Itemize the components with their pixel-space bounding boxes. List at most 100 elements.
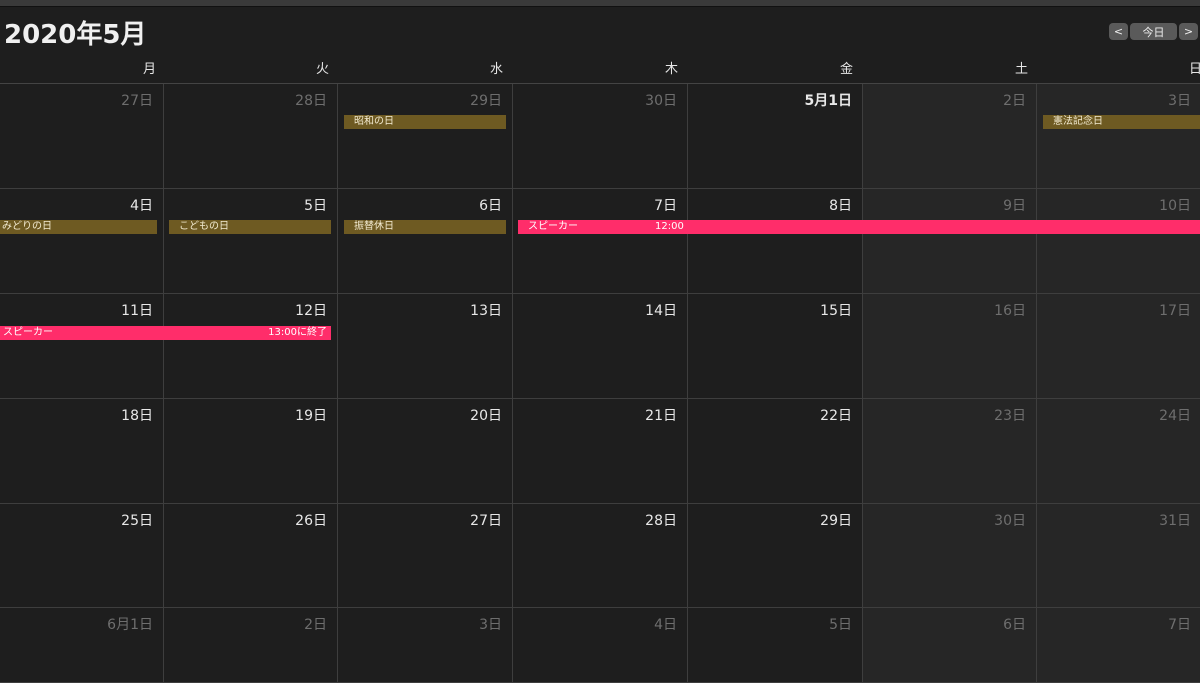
day-cell[interactable]: 5日 — [163, 189, 337, 294]
day-number: 7日 — [654, 198, 677, 214]
day-cell[interactable]: 31日 — [1036, 504, 1200, 608]
day-cell[interactable]: 6日 — [862, 608, 1036, 683]
day-cell[interactable]: 21日 — [512, 399, 687, 504]
day-number: 4日 — [654, 617, 677, 633]
event-speaker-2-time: 13:00に終了 — [268, 327, 327, 338]
weekday-fri: 金 — [840, 62, 854, 77]
day-number: 3日 — [479, 617, 502, 633]
day-cell[interactable]: 13日 — [337, 294, 512, 399]
day-number: 4日 — [130, 198, 153, 214]
day-cell[interactable]: 6月1日 — [0, 608, 163, 683]
day-number: 30日 — [994, 513, 1026, 529]
day-number: 12日 — [295, 303, 327, 319]
day-cell[interactable]: 22日 — [687, 399, 862, 504]
day-cell[interactable]: 4日 — [512, 608, 687, 683]
day-cell[interactable]: 28日 — [163, 84, 337, 189]
day-number: 2日 — [1003, 93, 1026, 109]
day-cell[interactable]: 24日 — [1036, 399, 1200, 504]
next-month-button[interactable]: > — [1179, 23, 1198, 40]
day-cell[interactable]: 28日 — [512, 504, 687, 608]
weekday-divider — [0, 83, 1200, 84]
day-number: 11日 — [121, 303, 153, 319]
day-number: 7日 — [1168, 617, 1191, 633]
day-cell[interactable]: 25日 — [0, 504, 163, 608]
weekday-wed: 水 — [490, 62, 504, 77]
day-number: 3日 — [1168, 93, 1191, 109]
day-number: 27日 — [121, 93, 153, 109]
day-number: 27日 — [470, 513, 502, 529]
day-number: 6日 — [1003, 617, 1026, 633]
day-number: 16日 — [994, 303, 1026, 319]
day-cell[interactable]: 16日 — [862, 294, 1036, 399]
weekday-thu: 木 — [665, 62, 679, 77]
day-cell[interactable]: 29日 — [337, 84, 512, 189]
event-speaker-1[interactable]: スピーカー 12:00 — [518, 220, 1200, 234]
day-cell[interactable]: 26日 — [163, 504, 337, 608]
day-cell[interactable]: 2日 — [163, 608, 337, 683]
previous-month-button[interactable]: < — [1109, 23, 1128, 40]
day-cell[interactable]: 12日 — [163, 294, 337, 399]
day-number: 21日 — [645, 408, 677, 424]
day-number: 25日 — [121, 513, 153, 529]
day-cell[interactable]: 3日 — [337, 608, 512, 683]
day-cell[interactable]: 11日 — [0, 294, 163, 399]
day-number: 28日 — [645, 513, 677, 529]
day-cell[interactable]: 9日 — [862, 189, 1036, 294]
day-number: 6日 — [479, 198, 502, 214]
day-cell[interactable]: 29日 — [687, 504, 862, 608]
day-cell[interactable]: 27日 — [0, 84, 163, 189]
day-number: 13日 — [470, 303, 502, 319]
day-number: 24日 — [1159, 408, 1191, 424]
day-cell[interactable]: 30日 — [512, 84, 687, 189]
weekday-mon: 月 — [143, 62, 157, 77]
day-cell[interactable]: 7日 — [1036, 608, 1200, 683]
day-number: 9日 — [1003, 198, 1026, 214]
day-cell[interactable]: 14日 — [512, 294, 687, 399]
day-number: 10日 — [1159, 198, 1191, 214]
weekday-tue: 火 — [316, 62, 330, 77]
day-cell[interactable]: 5日 — [687, 608, 862, 683]
event-speaker-2[interactable]: スピーカー 13:00に終了 — [0, 326, 331, 340]
day-number: 26日 — [295, 513, 327, 529]
day-number: 8日 — [829, 198, 852, 214]
day-number: 19日 — [295, 408, 327, 424]
day-cell[interactable]: 23日 — [862, 399, 1036, 504]
event-speaker-1-title: スピーカー — [528, 221, 578, 232]
day-cell[interactable]: 19日 — [163, 399, 337, 504]
day-cell[interactable]: 17日 — [1036, 294, 1200, 399]
day-number: 5日 — [829, 617, 852, 633]
day-number: 23日 — [994, 408, 1026, 424]
weekday-sat: 土 — [1015, 62, 1029, 77]
day-cell[interactable]: 6日 — [337, 189, 512, 294]
day-cell[interactable]: 18日 — [0, 399, 163, 504]
day-cell[interactable]: 7日 — [512, 189, 687, 294]
today-button[interactable]: 今日 — [1130, 23, 1177, 40]
event-speaker-1-time: 12:00 — [655, 221, 684, 232]
day-cell[interactable]: 5月1日 — [687, 84, 862, 189]
day-number: 14日 — [645, 303, 677, 319]
day-number: 5日 — [304, 198, 327, 214]
day-cell[interactable]: 4日 — [0, 189, 163, 294]
day-cell[interactable]: 15日 — [687, 294, 862, 399]
day-number: 17日 — [1159, 303, 1191, 319]
event-childrens-day[interactable]: こどもの日 — [169, 220, 331, 234]
day-cell[interactable]: 30日 — [862, 504, 1036, 608]
event-showa-day[interactable]: 昭和の日 — [344, 115, 506, 129]
event-speaker-2-title: スピーカー — [3, 327, 53, 338]
day-cell[interactable]: 20日 — [337, 399, 512, 504]
event-greenery-day[interactable]: みどりの日 — [0, 220, 157, 234]
day-number: 15日 — [820, 303, 852, 319]
day-number: 18日 — [121, 408, 153, 424]
day-cell[interactable]: 8日 — [687, 189, 862, 294]
day-number: 28日 — [295, 93, 327, 109]
day-number: 30日 — [645, 93, 677, 109]
day-cell[interactable]: 27日 — [337, 504, 512, 608]
event-substitute-holiday[interactable]: 振替休日 — [344, 220, 506, 234]
day-number: 2日 — [304, 617, 327, 633]
day-cell[interactable]: 10日 — [1036, 189, 1200, 294]
month-title: 2020年5月 — [4, 20, 147, 50]
event-constitution-day[interactable]: 憲法記念日 — [1043, 115, 1200, 129]
day-cell[interactable]: 2日 — [862, 84, 1036, 189]
day-cell[interactable]: 3日 — [1036, 84, 1200, 189]
day-number: 29日 — [820, 513, 852, 529]
